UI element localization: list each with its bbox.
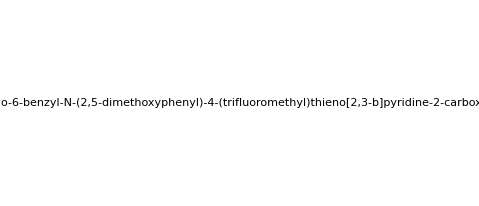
Text: 3-amino-6-benzyl-N-(2,5-dimethoxyphenyl)-4-(trifluoromethyl)thieno[2,3-b]pyridin: 3-amino-6-benzyl-N-(2,5-dimethoxyphenyl)… [0,98,479,108]
